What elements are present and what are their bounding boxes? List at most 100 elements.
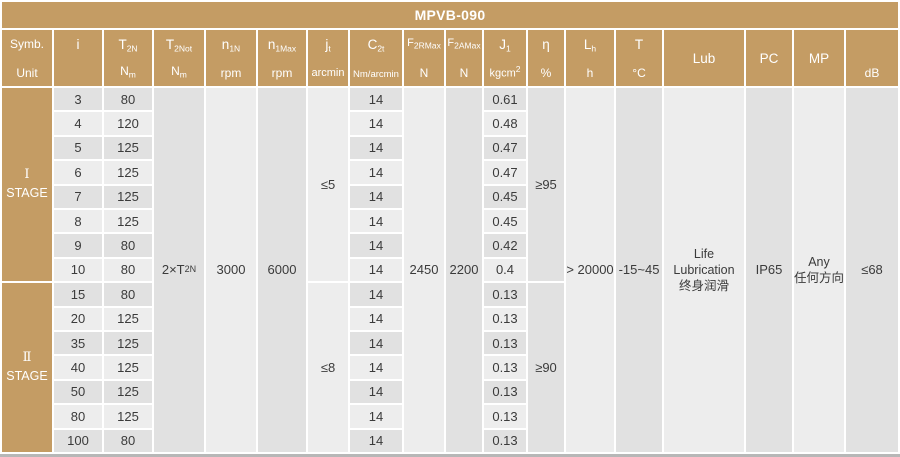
cell-t2n: 125: [104, 380, 152, 404]
cell-t2n: 125: [104, 185, 152, 208]
cell-c2t: 14: [350, 209, 402, 233]
cell-i: 9: [54, 234, 102, 257]
header-t: T °C: [616, 30, 662, 86]
cell-c2t: 14: [350, 136, 402, 160]
stage-2-label: Ⅱ STAGE: [2, 283, 52, 452]
f2rmax-value: 2450: [404, 88, 444, 452]
cell-j1: 0.47: [484, 136, 526, 160]
cell-i: 7: [54, 185, 102, 208]
cell-c2t: 14: [350, 258, 402, 282]
eta-stage-2-value: ≥90: [528, 283, 564, 452]
cell-c2t: 14: [350, 429, 402, 452]
cell-c2t: 14: [350, 405, 402, 428]
pc-value: IP65: [746, 88, 792, 452]
cell-i: 3: [54, 88, 102, 111]
cell-c2t: 14: [350, 234, 402, 257]
cell-c2t: 14: [350, 283, 402, 306]
cell-c2t: 14: [350, 185, 402, 208]
cell-c2t: 14: [350, 307, 402, 330]
db-value: ≤68: [846, 88, 898, 452]
cell-j1: 0.48: [484, 112, 526, 135]
cell-t2n: 80: [104, 283, 152, 306]
header-lh: Lh h: [566, 30, 614, 86]
cell-t2n: 125: [104, 161, 152, 184]
cell-t2n: 80: [104, 234, 152, 257]
header-unit-label: Unit: [16, 66, 38, 80]
header-t2not: T2Not Nm: [154, 30, 204, 86]
cell-j1: 0.4: [484, 258, 526, 282]
lub-value: Life Lubrication 终身润滑: [664, 88, 744, 452]
cell-j1: 0.13: [484, 331, 526, 355]
header-jt: jt arcmin: [308, 30, 348, 86]
cell-j1: 0.61: [484, 88, 526, 111]
page-title: MPVB-090: [2, 2, 898, 28]
header-t2n: T2N Nm: [104, 30, 152, 86]
cell-j1: 0.45: [484, 185, 526, 208]
cell-c2t: 14: [350, 88, 402, 111]
n1max-value: 6000: [258, 88, 306, 452]
cell-t2n: 125: [104, 209, 152, 233]
cell-j1: 0.13: [484, 307, 526, 330]
lh-value: > 20000: [566, 88, 614, 452]
cell-j1: 0.47: [484, 161, 526, 184]
header-symbol-unit: Symb. Unit: [2, 30, 52, 86]
cell-j1: 0.13: [484, 429, 526, 452]
stage-1-numeral: Ⅰ: [24, 167, 30, 183]
cell-t2n: 125: [104, 356, 152, 379]
mp-value: Any 任何方向: [794, 88, 844, 452]
header-i: i: [54, 30, 102, 86]
cell-t2n: 80: [104, 88, 152, 111]
header-f2amax: F2AMax N: [446, 30, 482, 86]
cell-i: 6: [54, 161, 102, 184]
cell-t2n: 125: [104, 331, 152, 355]
cell-j1: 0.13: [484, 283, 526, 306]
cell-j1: 0.13: [484, 380, 526, 404]
cell-c2t: 14: [350, 380, 402, 404]
cell-t2n: 80: [104, 258, 152, 282]
cell-i: 50: [54, 380, 102, 404]
cell-t2n: 125: [104, 136, 152, 160]
cell-i: 4: [54, 112, 102, 135]
cell-c2t: 14: [350, 112, 402, 135]
f2amax-value: 2200: [446, 88, 482, 452]
cell-i: 8: [54, 209, 102, 233]
cell-i: 5: [54, 136, 102, 160]
cell-i: 15: [54, 283, 102, 306]
eta-stage-1-value: ≥95: [528, 88, 564, 282]
cell-c2t: 14: [350, 331, 402, 355]
cell-c2t: 14: [350, 161, 402, 184]
cell-t2n: 120: [104, 112, 152, 135]
header-db: dB: [846, 30, 898, 86]
cell-c2t: 14: [350, 356, 402, 379]
cell-i: 20: [54, 307, 102, 330]
cell-t2n: 125: [104, 405, 152, 428]
cell-i: 80: [54, 405, 102, 428]
header-f2rmax: F2RMax N: [404, 30, 444, 86]
cell-i: 35: [54, 331, 102, 355]
stage-2-numeral: Ⅱ: [22, 350, 32, 366]
t-range-value: -15~45: [616, 88, 662, 452]
stage-1-label: Ⅰ STAGE: [2, 88, 52, 282]
header-pc: PC: [746, 30, 792, 86]
header-eta: η %: [528, 30, 564, 86]
header-j1: J1 kgcm2: [484, 30, 526, 86]
header-n1n: n1N rpm: [206, 30, 256, 86]
cell-j1: 0.45: [484, 209, 526, 233]
cell-j1: 0.42: [484, 234, 526, 257]
n1n-value: 3000: [206, 88, 256, 452]
cell-j1: 0.13: [484, 356, 526, 379]
header-lub: Lub: [664, 30, 744, 86]
stage-1-word: STAGE: [6, 185, 48, 200]
header-c2t: C2t Nm/arcmin: [350, 30, 402, 86]
cell-t2n: 80: [104, 429, 152, 452]
t2not-value: 2×T 2N: [154, 88, 204, 452]
cell-i: 100: [54, 429, 102, 452]
header-symb-label: Symb.: [9, 37, 44, 51]
header-n1max: n1Max rpm: [258, 30, 306, 86]
cell-j1: 0.13: [484, 405, 526, 428]
cell-t2n: 125: [104, 307, 152, 330]
stage-2-word: STAGE: [6, 368, 48, 383]
jt-stage-1-value: ≤5: [308, 88, 348, 282]
cell-i: 10: [54, 258, 102, 282]
